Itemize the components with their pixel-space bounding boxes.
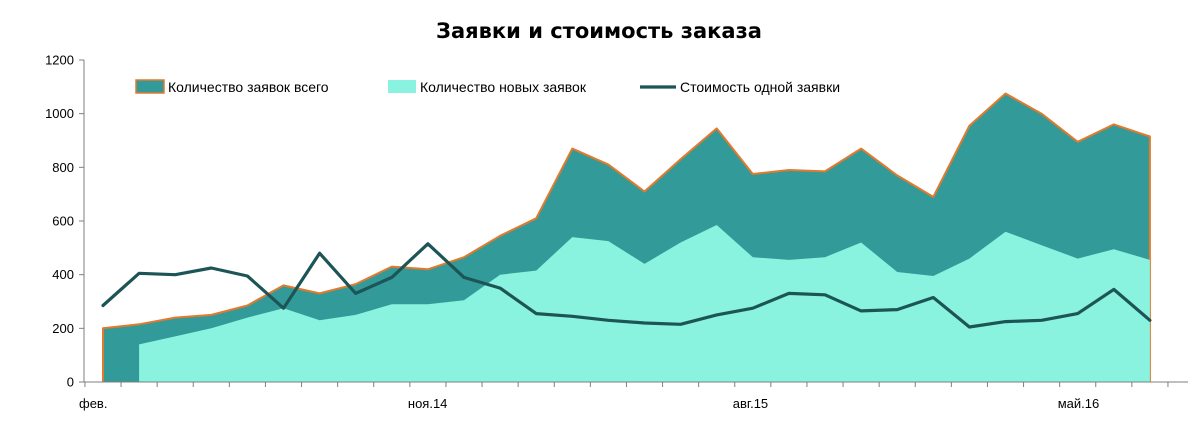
x-tick-label: авг.15: [733, 396, 768, 411]
legend-label-new: Количество новых заявок: [420, 79, 587, 95]
series-cost-line: [101, 242, 1152, 329]
y-tick-label: 1200: [45, 53, 74, 68]
series-new-area: [139, 225, 1150, 382]
legend-swatch-new: [388, 80, 416, 93]
y-tick-label: 600: [52, 214, 74, 229]
legend-label-cost: Стоимость одной заявки: [680, 79, 840, 95]
y-tick-label: 200: [52, 321, 74, 336]
x-tick-label: фев.: [79, 396, 107, 411]
series-total-outline: [102, 92, 1151, 382]
legend-label-total: Количество заявок всего: [168, 79, 329, 95]
x-tick-label: май.16: [1058, 396, 1100, 411]
x-tick-label: ноя.14: [408, 396, 448, 411]
legend: Количество заявок всего Количество новых …: [135, 79, 840, 95]
y-tick-label: 800: [52, 160, 74, 175]
legend-swatch-total: [135, 79, 165, 94]
axes: 0 200 400 600 800 1000 1200 фев. ноя.14 авг.15 май…: [45, 53, 1188, 411]
y-tick-label: 0: [67, 375, 74, 390]
y-tick-label: 1000: [45, 106, 74, 121]
chart-title: Заявки и стоимость заказа: [436, 19, 762, 43]
plot-area: [101, 92, 1152, 382]
y-tick-label: 400: [52, 267, 74, 282]
